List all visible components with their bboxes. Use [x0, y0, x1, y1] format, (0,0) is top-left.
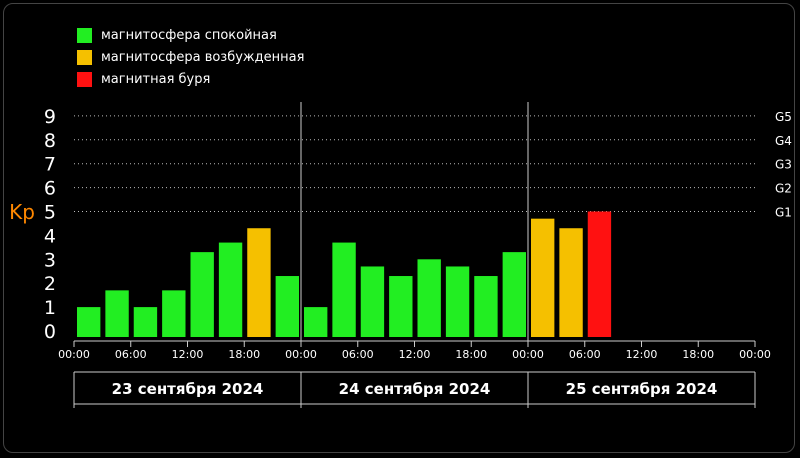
- legend-item-quiet: магнитосфера спокойная: [77, 24, 304, 46]
- kp-bar: [587, 211, 612, 337]
- kp-bar: [502, 252, 526, 337]
- legend-label-excited: магнитосфера возбужденная: [101, 49, 305, 65]
- x-tick-label: 18:00: [682, 348, 714, 361]
- kp-bar: [190, 252, 214, 337]
- chart-frame: [3, 3, 795, 453]
- x-tick-label: 06:00: [342, 348, 374, 361]
- y-tick-label: 1: [44, 297, 56, 319]
- x-tick-label: 12:00: [399, 348, 431, 361]
- y-tick-label: 2: [44, 273, 56, 295]
- g-level-label-g5: G5: [775, 110, 792, 124]
- x-tick-label: 06:00: [569, 348, 601, 361]
- legend-swatch-storm: [77, 71, 92, 87]
- y-tick-label: 6: [44, 178, 56, 200]
- kp-bar: [133, 307, 158, 337]
- y-tick-label: 9: [44, 106, 56, 128]
- day-label: 25 сентября 2024: [566, 380, 718, 398]
- legend-label-quiet: магнитосфера спокойная: [101, 27, 277, 43]
- x-tick-label: 06:00: [115, 348, 147, 361]
- legend-label-storm: магнитная буря: [101, 71, 211, 87]
- kp-bar: [77, 307, 101, 337]
- g-level-label-g1: G1: [775, 206, 792, 220]
- kp-bar: [332, 242, 356, 337]
- g-level-label-g2: G2: [775, 182, 792, 196]
- legend-item-storm: магнитная буря: [77, 68, 304, 90]
- day-bracket: 23 сентября 2024: [73, 371, 301, 408]
- x-tick-label: 12:00: [172, 348, 204, 361]
- day-bracket: 24 сентября 2024: [300, 371, 528, 408]
- y-tick-label: 0: [44, 321, 56, 343]
- legend-swatch-quiet: [77, 27, 92, 43]
- kp-bar: [304, 307, 328, 337]
- x-tick-label: 00:00: [285, 348, 317, 361]
- kp-bar: [445, 266, 470, 337]
- kp-bar: [389, 276, 413, 337]
- kp-bar: [162, 290, 186, 337]
- x-tick-label: 12:00: [626, 348, 658, 361]
- x-tick-label: 18:00: [455, 348, 487, 361]
- y-tick-label: 4: [44, 225, 56, 247]
- y-tick-label: 8: [44, 130, 56, 152]
- kp-bar: [218, 242, 243, 337]
- kp-bar: [247, 228, 271, 337]
- kp-bar: [474, 276, 498, 337]
- y-tick-label: 7: [44, 154, 56, 176]
- day-label: 24 сентября 2024: [339, 380, 491, 398]
- y-tick-label: 3: [44, 249, 56, 271]
- kp-bar: [417, 259, 441, 337]
- kp-bar: [105, 290, 129, 337]
- x-tick-label: 00:00: [512, 348, 544, 361]
- kp-bar: [531, 218, 555, 337]
- legend: магнитосфера спокойная магнитосфера возб…: [77, 24, 304, 90]
- kp-bar: [275, 276, 299, 337]
- legend-swatch-excited: [77, 49, 92, 65]
- x-tick-label: 00:00: [739, 348, 771, 361]
- y-axis-label: Kp: [9, 200, 35, 224]
- g-level-label-g3: G3: [775, 158, 792, 172]
- kp-bar: [360, 266, 385, 337]
- day-bracket: 25 сентября 2024: [527, 371, 756, 408]
- legend-item-excited: магнитосфера возбужденная: [77, 46, 304, 68]
- day-label: 23 сентября 2024: [112, 380, 264, 398]
- kp-bar: [559, 228, 583, 337]
- g-level-label-g4: G4: [775, 134, 792, 148]
- x-tick-label: 00:00: [58, 348, 90, 361]
- y-tick-label: 5: [44, 202, 56, 224]
- x-tick-label: 18:00: [228, 348, 260, 361]
